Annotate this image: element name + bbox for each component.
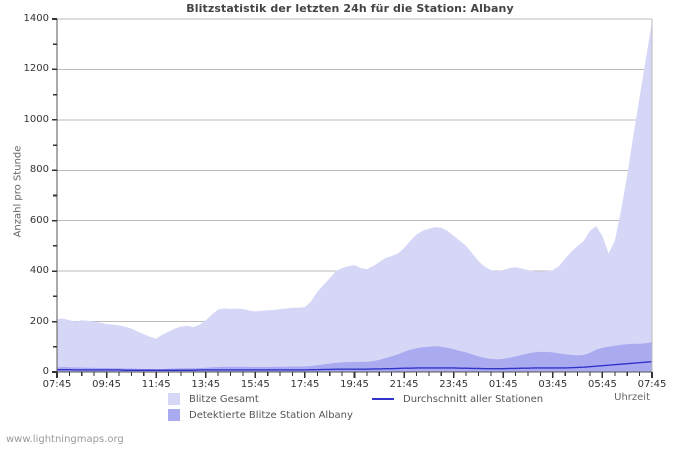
legend-label: Durchschnitt aller Stationen xyxy=(403,393,544,405)
y-tick-label: 0 xyxy=(42,366,49,377)
series-line-2 xyxy=(57,360,653,371)
y-axis-ticks xyxy=(52,18,57,373)
footer-url: www.lightningmaps.org xyxy=(6,434,124,445)
x-tick-label: 05:45 xyxy=(587,379,617,390)
legend-label: Blitze Gesamt xyxy=(189,393,259,405)
x-tick-label: 15:45 xyxy=(240,379,270,390)
x-tick-label: 13:45 xyxy=(191,379,221,390)
x-tick-label: 19:45 xyxy=(340,379,369,390)
y-tick-label: 1000 xyxy=(23,113,49,125)
x-tick-label: 23:45 xyxy=(439,379,469,390)
y-tick-label: 800 xyxy=(29,164,49,176)
x-tick-label: 07:45 xyxy=(637,379,667,390)
x-tick-label: 11:45 xyxy=(141,379,171,390)
y-tick-label: 600 xyxy=(29,214,49,226)
y-tick-label: 200 xyxy=(29,315,49,327)
x-tick-label: 21:45 xyxy=(389,379,419,390)
x-tick-label: 07:45 xyxy=(42,379,72,390)
y-tick-label: 400 xyxy=(29,265,49,277)
y-tick-label: 1200 xyxy=(23,63,49,75)
x-tick-label: 01:45 xyxy=(488,379,518,390)
legend-color-swatch xyxy=(168,409,180,421)
x-tick-label: 09:45 xyxy=(92,379,121,390)
legend-item[interactable]: Detektierte Blitze Station Albany xyxy=(168,408,353,422)
series-area-0 xyxy=(57,21,652,373)
x-tick-label: 03:45 xyxy=(538,379,568,390)
legend-line-marker xyxy=(372,398,394,400)
legend-color-swatch xyxy=(168,393,180,405)
legend-item[interactable]: Durchschnitt aller Stationen xyxy=(372,392,543,406)
page-title: Blitzstatistik der letzten 24h für die S… xyxy=(186,2,514,15)
x-axis-title: Uhrzeit xyxy=(614,392,650,403)
y-tick-label: 1400 xyxy=(23,13,49,24)
series-area-1 xyxy=(57,342,652,372)
chart-legend: Blitze Gesamt Detektierte Blitze Station … xyxy=(0,392,700,424)
x-axis-ticks xyxy=(56,372,653,378)
x-tick-label: 17:45 xyxy=(290,379,320,390)
legend-item[interactable]: Blitze Gesamt xyxy=(168,392,259,406)
legend-label: Detektierte Blitze Station Albany xyxy=(189,409,353,421)
